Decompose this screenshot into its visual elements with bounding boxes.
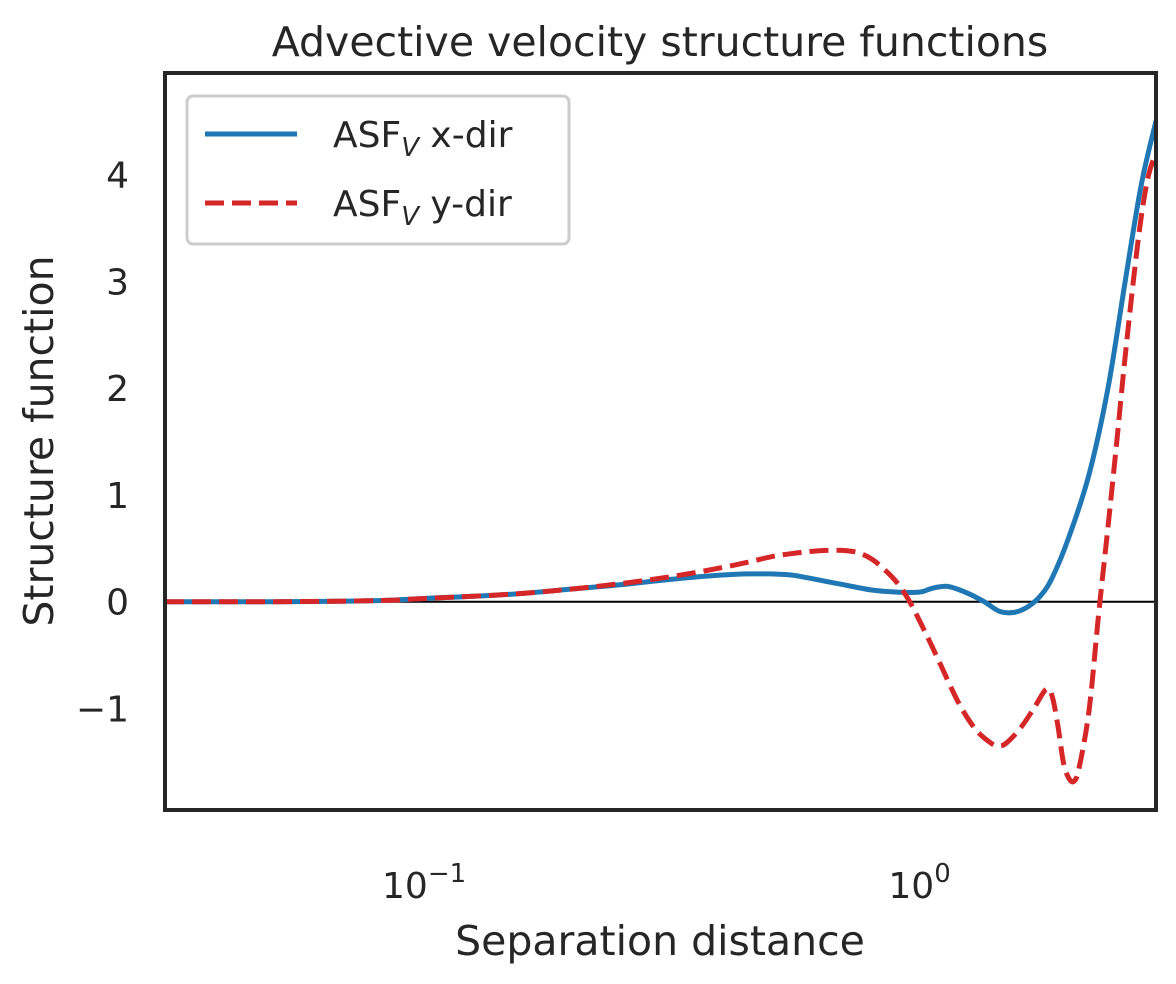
y-tick-label: 1: [106, 476, 129, 517]
series-layer: [165, 118, 1156, 785]
x-axis-label: Separation distance: [455, 917, 865, 965]
y-tick-label: 0: [106, 583, 129, 624]
chart-title: Advective velocity structure functions: [272, 18, 1049, 66]
x-tick-label: 10−1: [382, 859, 466, 907]
plot-frame: [163, 71, 1158, 812]
y-tick-label: 2: [106, 369, 129, 410]
y-axis-ticks: −1 0 1 2 3 4: [76, 155, 129, 730]
series-line-y-dir: [165, 152, 1156, 785]
legend-label-x-dir: ASFV x-dir: [333, 115, 513, 163]
y-tick-label: −1: [76, 690, 129, 731]
legend: ASFV x-dir ASFV y-dir: [185, 94, 571, 246]
legend-label-y-dir: ASFV y-dir: [333, 184, 512, 232]
y-axis-label: Structure function: [15, 255, 63, 626]
x-tick-label: 100: [888, 859, 950, 907]
x-axis-ticks: 10−1 100: [382, 859, 951, 907]
y-tick-label: 3: [106, 262, 129, 303]
y-tick-label: 4: [106, 155, 129, 196]
